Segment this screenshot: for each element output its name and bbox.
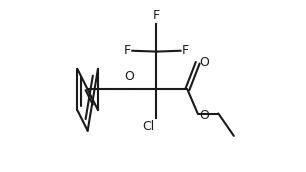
Text: O: O: [200, 109, 209, 122]
Text: O: O: [200, 56, 209, 69]
Text: O: O: [124, 70, 134, 83]
Text: Cl: Cl: [143, 120, 155, 133]
Text: F: F: [153, 9, 160, 22]
Text: F: F: [124, 44, 131, 57]
Text: F: F: [182, 44, 189, 57]
